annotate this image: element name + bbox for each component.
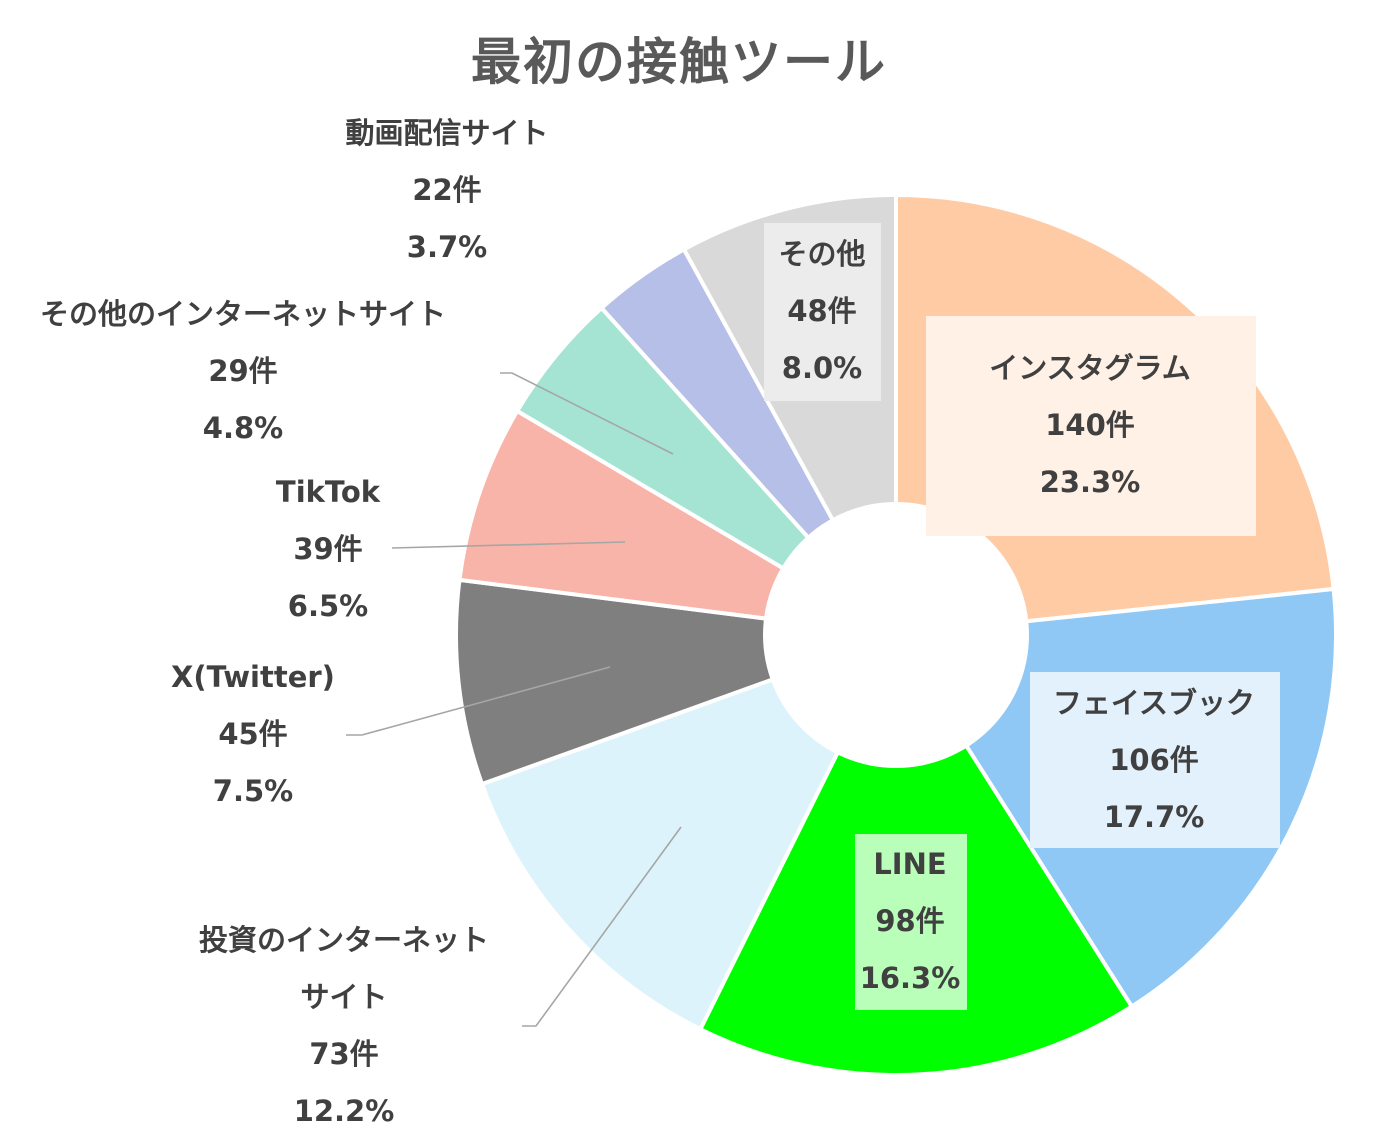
slice-labels: インスタグラム 140件 23.3% フェイスブック 106件 17.7% LINE 98件 1… (40, 116, 1280, 1128)
slice-1-percent-label: 17.7% (1104, 800, 1205, 834)
chart-title: 最初の接触ツール (471, 33, 887, 91)
slice-2-percent-label: 16.3% (860, 961, 961, 995)
slice-8-value-label: 48件 (787, 294, 856, 328)
slice-6-percent-label: 4.8% (203, 411, 283, 445)
slice-7-percent-label: 3.7% (407, 230, 487, 264)
slice-3-name-label: 投資のインターネット (199, 923, 489, 957)
leader-line-6 (500, 372, 674, 455)
slice-4-percent-label: 7.5% (213, 774, 293, 808)
slice-7-name-label: 動画配信サイト (345, 116, 548, 150)
slice-7-value-label: 22件 (412, 173, 481, 207)
slice-4-value-label: 45件 (218, 717, 287, 751)
slice-5-value-label: 39件 (293, 532, 362, 566)
slice-1-name-label: フェイスブック (1053, 686, 1255, 720)
slice-6-name-label: その他のインターネットサイト (40, 297, 446, 331)
donut-hole (763, 502, 1029, 768)
slice-8-percent-label: 8.0% (782, 351, 862, 385)
slice-5-name-label: TikTok (276, 475, 381, 509)
label-box-1 (1030, 672, 1280, 848)
slice-0-value-label: 140件 (1045, 408, 1135, 442)
slice-8-name-label: その他 (778, 237, 865, 271)
slice-3-value-label: 73件 (309, 1037, 378, 1071)
slice-3-name-line2-label: サイト (300, 980, 387, 1014)
slice-5-percent-label: 6.5% (288, 589, 368, 623)
leader-lines (346, 372, 682, 1027)
leader-line-5 (391, 541, 626, 549)
slice-0-percent-label: 23.3% (1040, 465, 1141, 499)
leader-line-4 (346, 666, 611, 736)
slice-6-value-label: 29件 (208, 354, 277, 388)
slice-3 (479, 631, 901, 1032)
slice-4-name-label: X(Twitter) (171, 660, 335, 694)
label-box-2 (855, 834, 967, 1010)
slice-0-name-label: インスタグラム (989, 351, 1191, 385)
label-box-8 (764, 223, 881, 401)
slice-2-name-label: LINE (873, 847, 946, 881)
slice-2-value-label: 98件 (875, 904, 944, 938)
slice-1-value-label: 106件 (1109, 743, 1199, 777)
label-box-0 (926, 316, 1256, 536)
slice-3-percent-label: 12.2% (294, 1094, 395, 1128)
leader-line-3 (522, 826, 682, 1027)
